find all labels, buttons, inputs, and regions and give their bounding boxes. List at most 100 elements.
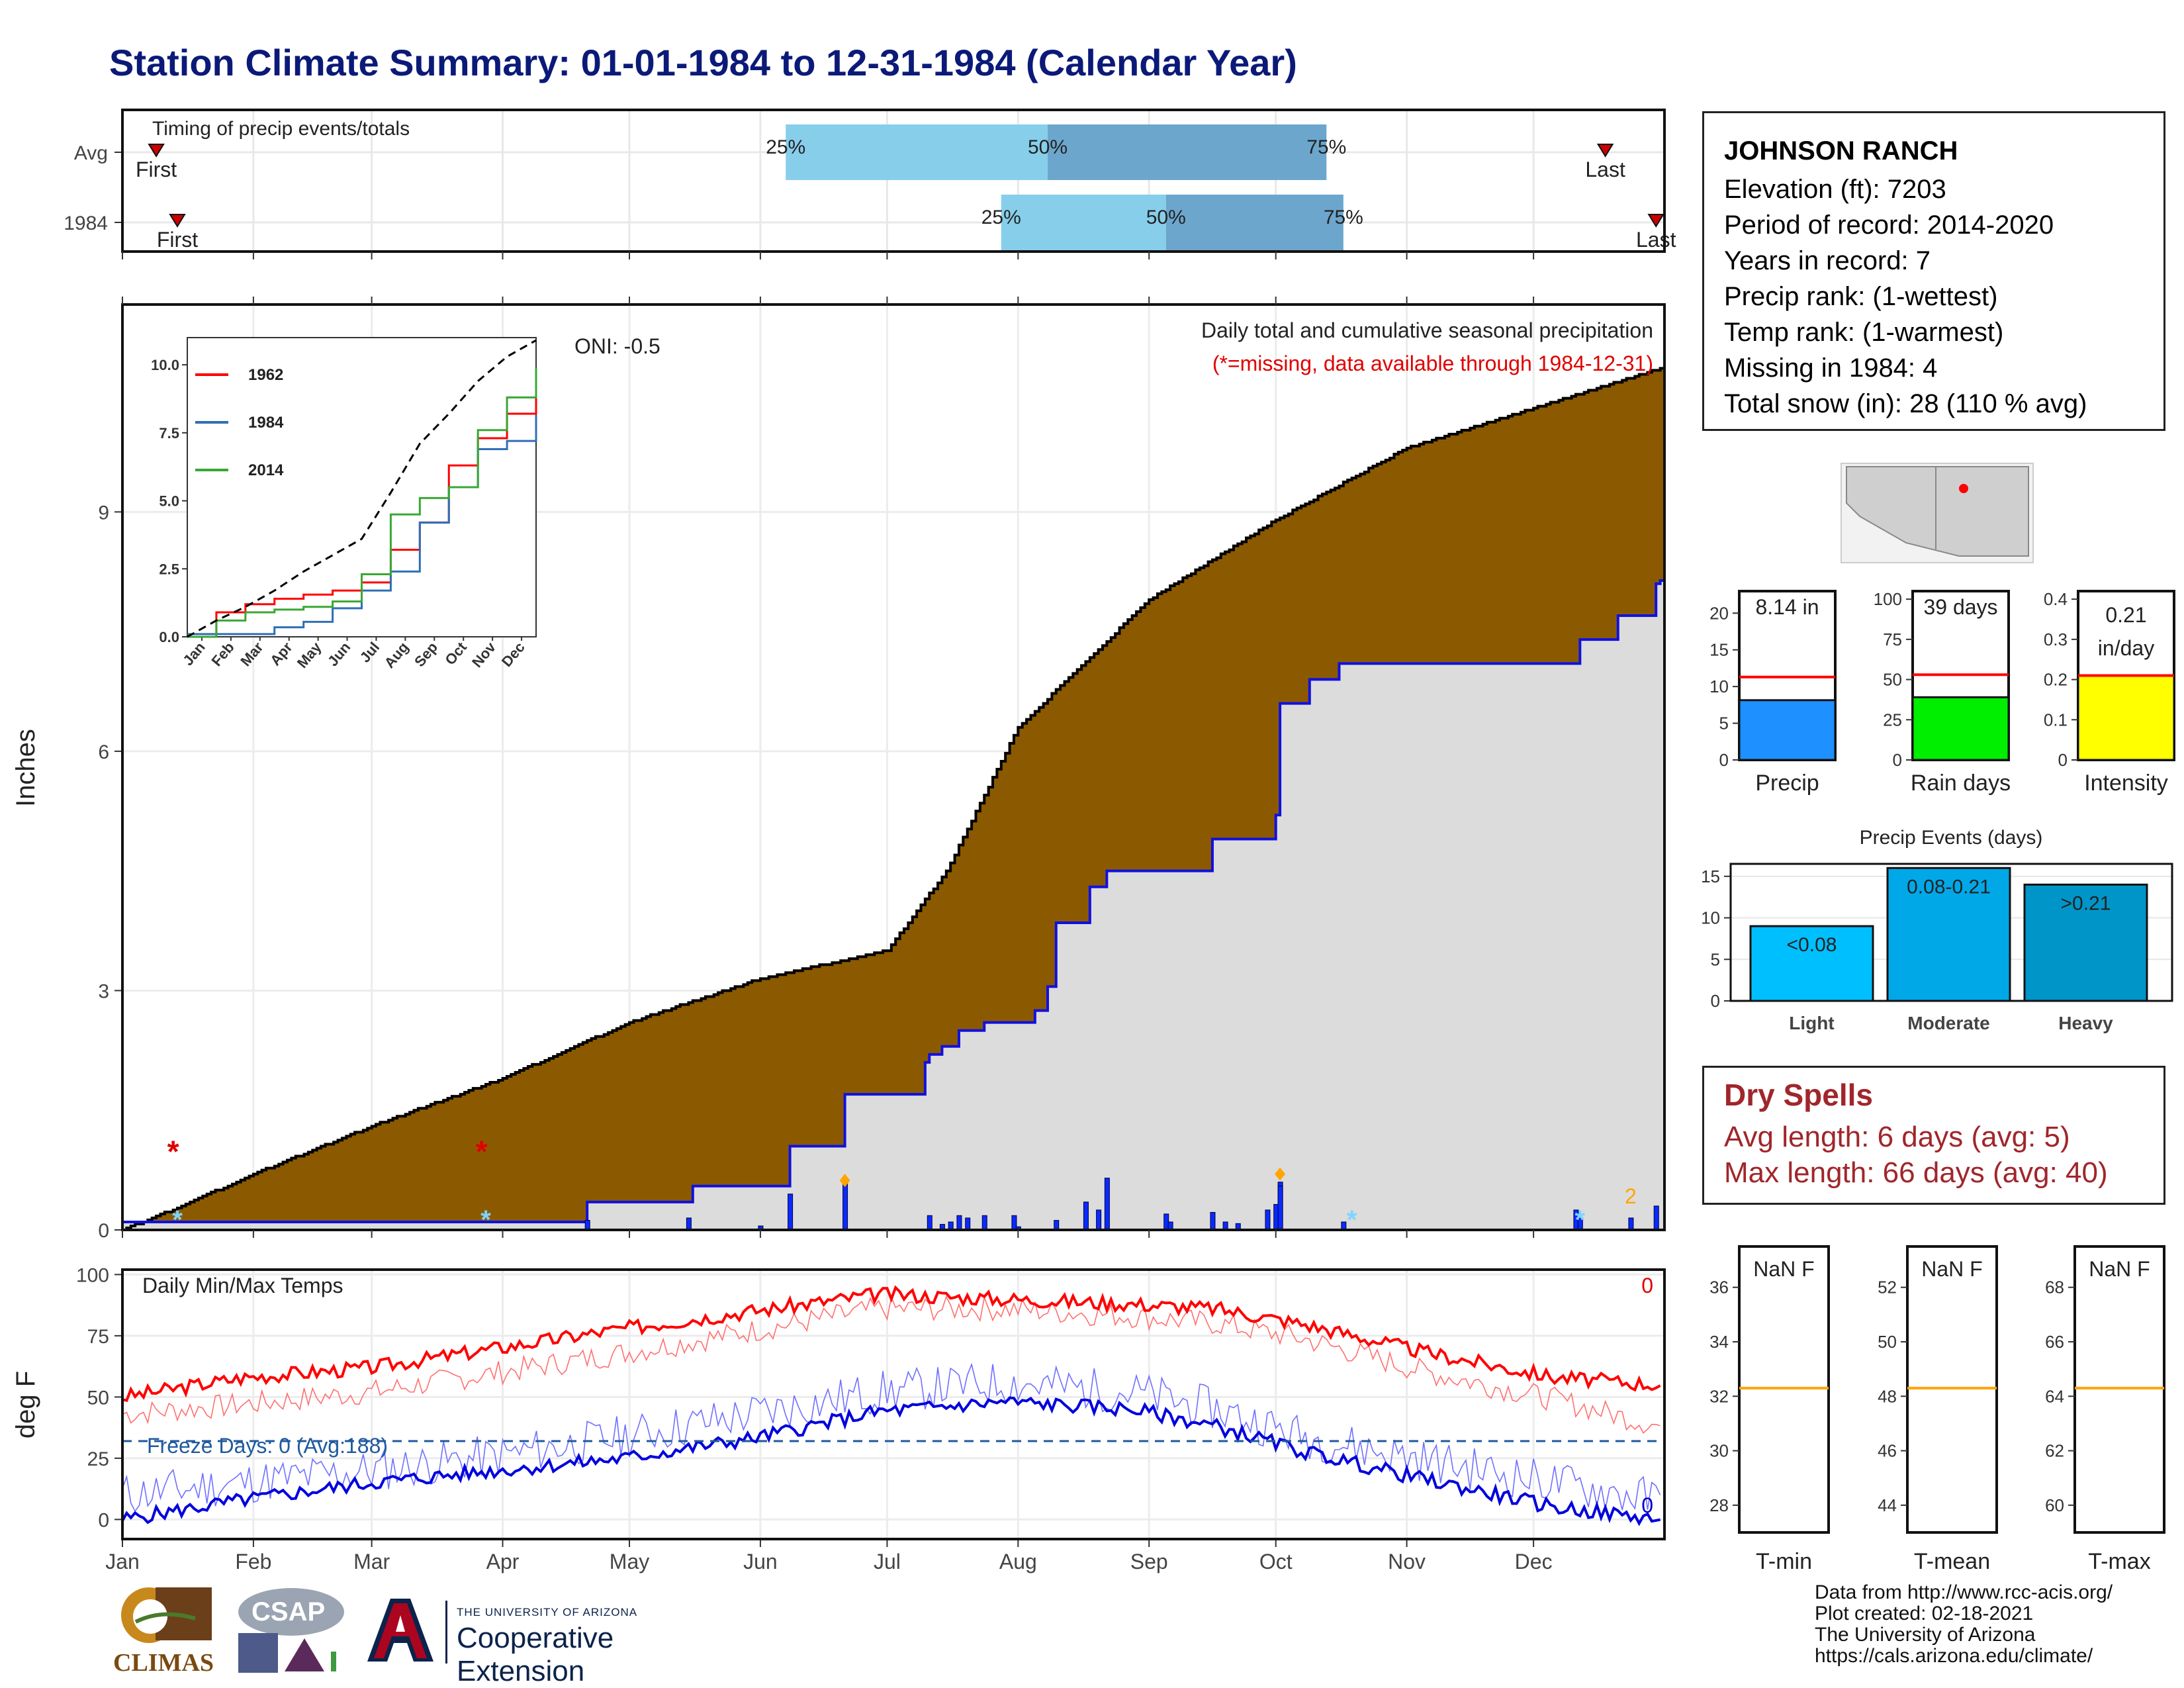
temp-gauge-frame bbox=[1906, 1245, 1998, 1534]
climas-logo-text: CLIMAS bbox=[113, 1649, 214, 1677]
ua-a-icon bbox=[367, 1599, 433, 1662]
daily-precip-bar bbox=[956, 1215, 962, 1231]
temp-gauge-label: T-mean bbox=[1914, 1549, 1990, 1574]
daily-precip-bar bbox=[1628, 1217, 1634, 1231]
gauge-tick-label: 50 bbox=[1883, 670, 1902, 690]
event-bar-label: 0.08-0.21 bbox=[1907, 876, 1991, 898]
timing-bar-25-50 bbox=[1001, 195, 1166, 250]
temp-ytick-label: 0 bbox=[98, 1509, 109, 1531]
daily-precip-bar bbox=[927, 1215, 933, 1231]
event-bar bbox=[2023, 883, 2148, 1002]
timing-pct-label: 75% bbox=[1306, 136, 1346, 158]
temp-gauge-tick-label: 50 bbox=[1878, 1332, 1897, 1352]
temp-gauge-label: T-max bbox=[2088, 1549, 2150, 1574]
temp-month-label: Jan bbox=[105, 1550, 140, 1573]
events-ytick-label: 15 bbox=[1701, 867, 1720, 886]
temp-gauge-value-label: NaN F bbox=[2089, 1257, 2150, 1281]
gauge-tick-label: 5 bbox=[1719, 714, 1729, 733]
station-period: Period of record: 2014-2020 bbox=[1724, 211, 2054, 240]
gauge-tick-label: 0 bbox=[1893, 750, 1902, 770]
temp-gauge-tick-label: 34 bbox=[1709, 1332, 1729, 1352]
temp-month-label: Mar bbox=[353, 1550, 390, 1573]
event-bar-label: <0.08 bbox=[1787, 934, 1837, 956]
temp-month-label: Jul bbox=[874, 1550, 901, 1573]
station-precip-rank: Precip rank: (1-wettest) bbox=[1724, 282, 1998, 311]
temp-gauge-tick-label: 32 bbox=[1709, 1386, 1729, 1406]
gauge-tick-label: 0.4 bbox=[2044, 589, 2068, 609]
temp-gauge-value-label: NaN F bbox=[1921, 1257, 1982, 1281]
csap-logo-text: CSAP bbox=[251, 1597, 326, 1626]
precip-ytick-label: 6 bbox=[98, 741, 109, 763]
timing-marker-label: Last bbox=[1585, 158, 1625, 181]
temp-month-label: Feb bbox=[235, 1550, 271, 1573]
timing-pct-label: 25% bbox=[766, 136, 805, 158]
credit-data-source: Data from http://www.rcc-acis.org/ bbox=[1815, 1581, 2113, 1603]
gauge-bar bbox=[1738, 699, 1837, 761]
csap-logo: CSAP bbox=[232, 1585, 347, 1685]
snow-marker: * bbox=[1347, 1205, 1357, 1235]
gauge-tick-label: 25 bbox=[1883, 710, 1902, 729]
temp-gauge-tick-label: 62 bbox=[2045, 1441, 2064, 1461]
inset-ytick-label: 7.5 bbox=[159, 425, 179, 442]
temp-gauge-tick-label: 60 bbox=[2045, 1495, 2064, 1515]
timing-marker bbox=[1596, 144, 1614, 158]
temp-month-label: Aug bbox=[999, 1550, 1037, 1573]
timing-marker-label: First bbox=[136, 158, 177, 181]
inset-ytick-label: 0.0 bbox=[159, 629, 179, 645]
event-category-label: Light bbox=[1789, 1013, 1834, 1033]
event-bar-label: >0.21 bbox=[2061, 892, 2111, 914]
timing-bar-50-75 bbox=[1048, 124, 1327, 180]
gauge-tick-label: 15 bbox=[1709, 640, 1729, 660]
timing-marker bbox=[148, 144, 165, 158]
events-frame bbox=[1729, 863, 2173, 1002]
station-elevation: Elevation (ft): 7203 bbox=[1724, 175, 1946, 204]
snow-marker: * bbox=[480, 1205, 491, 1235]
year-tmax-line bbox=[122, 1285, 1661, 1403]
missing-marker: * bbox=[476, 1134, 488, 1168]
timing-frame bbox=[121, 109, 1666, 253]
station-years: Years in record: 7 bbox=[1724, 246, 1931, 275]
timing-row-label: 1984 bbox=[64, 212, 108, 234]
avg-tmin-line bbox=[122, 1362, 1661, 1513]
precip-title: Daily total and cumulative seasonal prec… bbox=[1201, 318, 1653, 342]
temp-gauge-tick-label: 30 bbox=[1709, 1441, 1729, 1461]
events-ytick-label: 0 bbox=[1711, 991, 1720, 1011]
event-category-label: Moderate bbox=[1907, 1013, 1989, 1033]
station-snow: Total snow (in): 28 (110 % avg) bbox=[1724, 389, 2087, 418]
inset-legend-label: 1962 bbox=[248, 366, 283, 384]
credit-university: The University of Arizona bbox=[1815, 1624, 2036, 1646]
year-tmin-line bbox=[121, 1396, 1661, 1526]
timing-marker-label: First bbox=[157, 228, 198, 252]
orange-marker bbox=[839, 1174, 850, 1188]
station-temp-rank: Temp rank: (1-warmest) bbox=[1724, 318, 2004, 347]
gauge-tick-label: 0 bbox=[1719, 750, 1729, 770]
temp-month-label: Sep bbox=[1130, 1550, 1168, 1573]
freeze-days-label: Freeze Days: 0 (Avg:188) bbox=[147, 1434, 388, 1458]
gauge-value-label: 0.21 bbox=[2105, 603, 2146, 627]
precip-ytick-label: 9 bbox=[98, 502, 109, 524]
precip-ytick-label: 0 bbox=[98, 1220, 109, 1242]
gauge-label: Rain days bbox=[1911, 771, 2011, 796]
event-category-label: Heavy bbox=[2058, 1013, 2113, 1033]
station-missing: Missing in 1984: 4 bbox=[1724, 353, 1938, 383]
snow-marker: * bbox=[1575, 1205, 1586, 1235]
precip-ylabel: Inches bbox=[11, 729, 40, 807]
gauge-label: Intensity bbox=[2084, 771, 2168, 796]
timing-pct-label: 50% bbox=[1028, 136, 1068, 158]
timing-title: Timing of precip events/totals bbox=[152, 118, 410, 140]
year-cumulative-line bbox=[122, 579, 1664, 1223]
temp-gauge-tick-label: 46 bbox=[1878, 1441, 1897, 1461]
daily-precip-bar bbox=[686, 1217, 692, 1231]
ua-cooperative-extension-logo: THE UNIVERSITY OF ARIZONA Cooperative Ex… bbox=[361, 1595, 745, 1687]
daily-precip-bar bbox=[788, 1194, 794, 1231]
daily-precip-bar bbox=[965, 1217, 971, 1231]
station-location-dot bbox=[1959, 484, 1968, 493]
tmin-count: 0 bbox=[1641, 1493, 1653, 1517]
climas-logo-icon bbox=[121, 1587, 212, 1643]
temp-title: Daily Min/Max Temps bbox=[142, 1274, 343, 1297]
timing-pct-label: 50% bbox=[1146, 207, 1186, 228]
gauge-tick-label: 0 bbox=[2058, 750, 2068, 770]
timing-bar-50-75 bbox=[1165, 195, 1343, 250]
precip-ytick-label: 3 bbox=[98, 980, 109, 1002]
oni-label: ONI: -0.5 bbox=[574, 334, 660, 358]
